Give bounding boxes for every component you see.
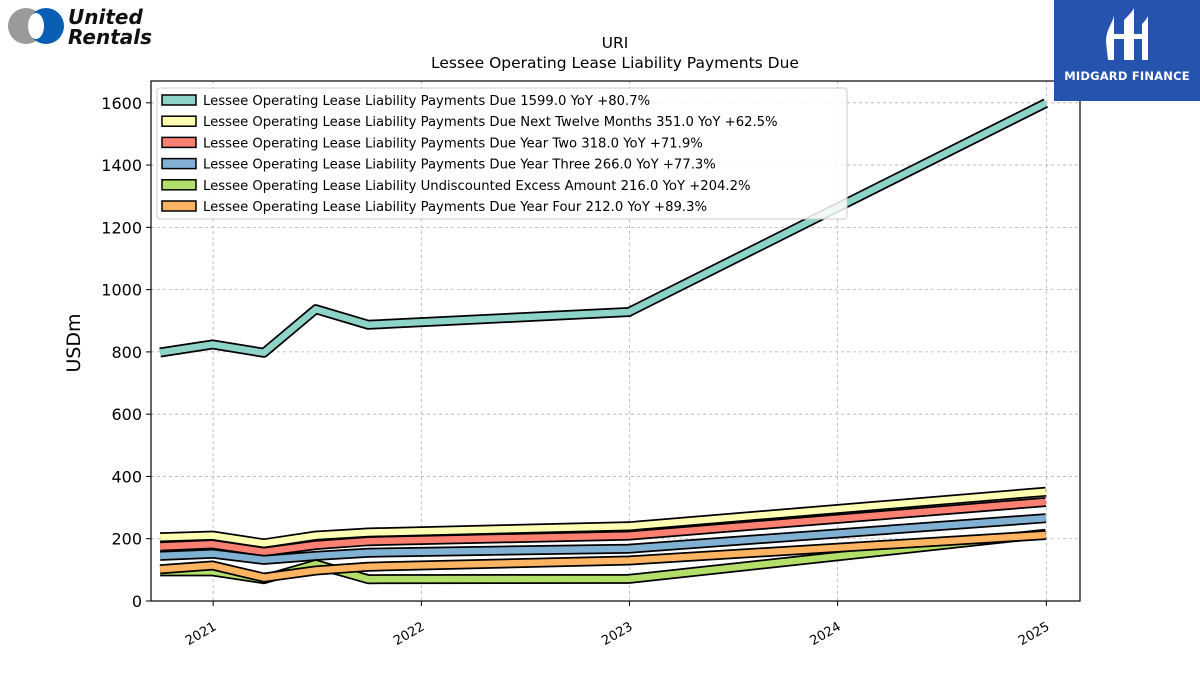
x-tick-label: 2022: [391, 619, 427, 649]
legend-swatch-5: [161, 179, 197, 191]
y-tick-label: 1000: [101, 281, 142, 300]
x-tick-label: 2024: [807, 619, 843, 649]
y-tick-label: 200: [111, 530, 142, 549]
chart-subtitle: Lessee Operating Lease Liability Payment…: [431, 54, 799, 72]
plot-frame: [150, 80, 1081, 602]
legend-swatch-1: [161, 94, 197, 106]
legend-swatch-6: [161, 200, 197, 212]
legend-label-2: Lessee Operating Lease Liability Payment…: [203, 115, 778, 130]
legend-box: [156, 87, 848, 220]
series-line-6: [159, 531, 1046, 581]
legend-swatch-2: [161, 115, 197, 127]
united-rentals-logo: United Rentals: [6, 5, 166, 49]
x-tick-label: 2021: [183, 619, 219, 649]
series-line-2: [160, 488, 1047, 547]
series-line-3: [159, 498, 1047, 556]
legend: Lessee Operating Lease Liability Payment…: [156, 87, 848, 220]
y-axis-ticks: 0 200 400 600 800 1000 1200 1400 1600: [101, 94, 151, 611]
midgard-finance-logo: MIDGARD FINANCE: [1054, 0, 1200, 101]
logo-text-line2: Rentals: [68, 25, 152, 48]
x-tick-label: 2025: [1016, 619, 1052, 649]
y-axis-label: USDm: [63, 313, 85, 372]
midgard-emblem-icon: [1106, 8, 1148, 60]
y-tick-label: 800: [111, 343, 142, 362]
y-tick-label: 1200: [101, 218, 142, 237]
legend-label-5: Lessee Operating Lease Liability Undisco…: [203, 179, 751, 194]
legend-swatch-3: [161, 136, 197, 149]
series-line-1: [159, 100, 1048, 357]
y-tick-label: 0: [132, 592, 142, 611]
series-line-4: [159, 514, 1047, 564]
legend-label-1: Lessee Operating Lease Liability Payment…: [203, 94, 650, 109]
series-layer: [159, 98, 1049, 585]
legend-label-3: Lessee Operating Lease Liability Payment…: [203, 136, 703, 151]
y-tick-label: 600: [111, 405, 142, 424]
legend-swatch-4: [161, 157, 197, 170]
chart-title: URI: [602, 34, 629, 52]
midgard-brand-name: MIDGARD FINANCE: [1064, 69, 1190, 83]
x-tick-label: 2023: [599, 619, 635, 649]
logo-white-lens: [28, 13, 44, 39]
y-tick-label: 1600: [101, 94, 142, 113]
logo-text-line1: United: [68, 6, 143, 29]
y-tick-label: 1400: [101, 156, 142, 175]
x-axis-ticks: 2021 2022 2023 2024 2025: [183, 601, 1052, 649]
y-tick-label: 400: [111, 467, 142, 486]
series-line-5: [160, 530, 1047, 583]
legend-label-4: Lessee Operating Lease Liability Payment…: [203, 158, 716, 173]
legend-label-6: Lessee Operating Lease Liability Payment…: [203, 200, 707, 215]
